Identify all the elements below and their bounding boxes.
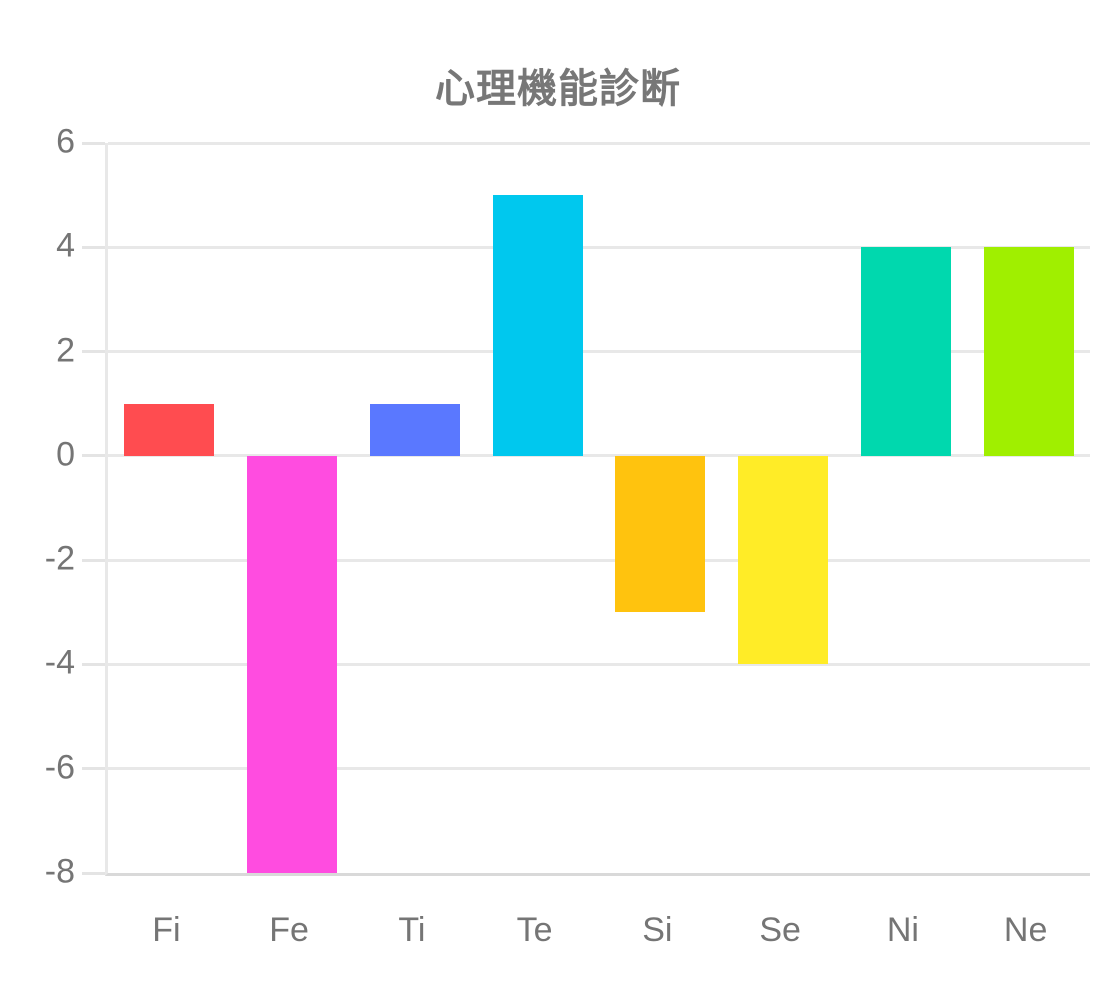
y-tick-label--8: -8 xyxy=(44,852,75,891)
y-axis-tick--4 xyxy=(82,662,105,666)
bar-fe[interactable] xyxy=(247,455,338,873)
x-tick-label-fe: Fe xyxy=(269,911,309,949)
bar-te[interactable] xyxy=(492,195,583,456)
y-axis-tick--6 xyxy=(82,767,105,771)
y-axis-tick-0 xyxy=(82,454,105,458)
gridline-y-2 xyxy=(108,350,1090,354)
x-axis-labels: Fi Fe Ti Te Si Se Ni Ne xyxy=(105,905,1087,955)
x-tick-label-si: Si xyxy=(642,911,673,949)
gridline-y-6 xyxy=(108,141,1090,145)
gridline-y-0 xyxy=(108,454,1090,458)
gridline-y--2 xyxy=(108,558,1090,562)
y-axis-tick--2 xyxy=(82,558,105,562)
y-axis-tick-6 xyxy=(82,141,105,145)
y-tick-label-0: 0 xyxy=(56,435,75,474)
y-tick-label--6: -6 xyxy=(44,748,75,787)
bar-si[interactable] xyxy=(615,455,706,613)
chart-title: 心理機能診断 xyxy=(435,67,681,111)
y-tick-label--2: -2 xyxy=(44,539,75,578)
x-tick-label-ni: Ni xyxy=(886,911,919,949)
y-tick-label--4: -4 xyxy=(44,644,75,683)
plot-area: 6 4 2 0 -2 -4 -6 -8 xyxy=(45,123,1090,891)
gridline-y-4 xyxy=(108,245,1090,249)
x-tick-label-se: Se xyxy=(759,911,801,949)
bar-ti[interactable] xyxy=(369,403,460,456)
bar-fi[interactable] xyxy=(124,403,215,456)
y-tick-label-4: 4 xyxy=(56,227,75,266)
gridline-y--6 xyxy=(108,767,1090,771)
y-tick-label-6: 6 xyxy=(56,122,75,161)
bar-ni[interactable] xyxy=(860,247,951,456)
y-axis-tick--8 xyxy=(82,871,105,875)
y-axis-tick-4 xyxy=(82,245,105,249)
gridline-y--4 xyxy=(108,662,1090,666)
bar-ne[interactable] xyxy=(983,247,1074,456)
y-tick-label-2: 2 xyxy=(56,331,75,370)
x-tick-label-ne: Ne xyxy=(1003,911,1048,949)
y-axis-tick-2 xyxy=(82,350,105,354)
x-tick-label-fi: Fi xyxy=(152,911,181,949)
x-tick-label-ti: Ti xyxy=(398,911,426,949)
x-tick-label-te: Te xyxy=(516,911,553,949)
bar-se[interactable] xyxy=(738,455,829,665)
